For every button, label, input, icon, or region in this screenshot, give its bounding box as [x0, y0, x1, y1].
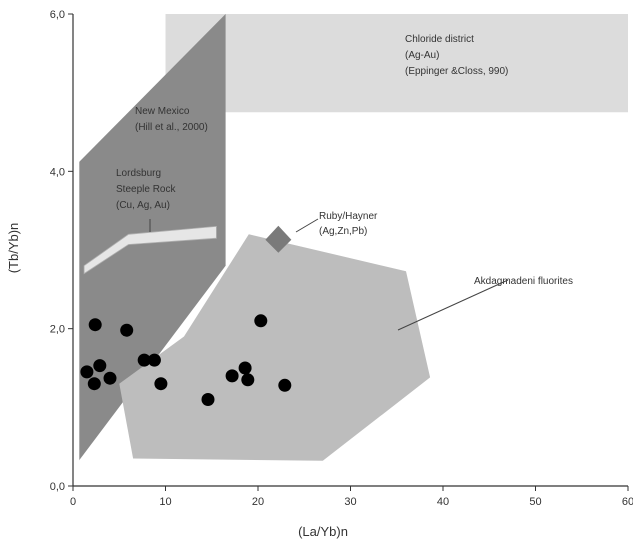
annotations-layer: Chloride district (Ag-Au) (Eppinger &Closs…	[116, 34, 573, 331]
label-ruby-hayner: (Ag,Zn,Pb)	[319, 226, 367, 237]
data-point	[238, 361, 252, 375]
label-akdagmadeni: Akdagmadeni fluorites	[474, 276, 573, 287]
data-point	[201, 393, 215, 406]
data-points-layer	[80, 314, 292, 406]
axis-gap-stripe	[75, 45, 80, 475]
fields-layer	[75, 14, 628, 475]
label-new-mexico: New Mexico	[135, 106, 190, 117]
ruby-hayner-leader	[295, 218, 319, 233]
data-point	[87, 377, 101, 391]
x-tick-label: 30	[344, 496, 356, 508]
x-tick-label: 60	[622, 496, 633, 508]
x-axis-label: (La/Yb)n	[298, 524, 348, 539]
data-point	[254, 314, 268, 328]
x-tick-label: 20	[252, 496, 264, 508]
x-tick-label: 40	[437, 496, 449, 508]
y-axis-label: (Tb/Yb)n	[6, 223, 21, 274]
data-point	[80, 365, 94, 379]
label-lordsburg: (Cu, Ag, Au)	[116, 200, 170, 211]
label-chloride: Chloride district	[405, 34, 474, 45]
x-tick-label: 10	[159, 496, 171, 508]
x-tick-label: 50	[529, 496, 541, 508]
akdagmadeni-leader	[397, 279, 509, 331]
data-point	[137, 353, 151, 367]
field-akdagmadeni	[119, 234, 431, 461]
data-point	[241, 373, 255, 387]
data-point	[147, 353, 161, 367]
y-tick-label: 2,0	[50, 324, 65, 336]
data-point	[225, 369, 239, 383]
label-new-mexico: (Hill et al., 2000)	[135, 122, 208, 133]
ruby-hayner-marker	[265, 225, 292, 253]
y-tick-label: 6,0	[50, 9, 65, 21]
data-point	[154, 377, 168, 391]
label-ruby-hayner: Ruby/Hayner	[319, 211, 378, 222]
data-point	[278, 378, 292, 392]
data-point	[93, 359, 107, 373]
data-point	[103, 371, 117, 385]
x-tick-label: 0	[70, 496, 76, 508]
label-chloride: (Eppinger &Closs, 990)	[405, 66, 508, 77]
label-chloride: (Ag-Au)	[405, 50, 439, 61]
x-ticks: 0 10 20 30 40 50 60	[70, 486, 633, 508]
field-lordsburg	[83, 225, 217, 275]
data-point	[120, 323, 134, 337]
label-lordsburg: Steeple Rock	[116, 184, 176, 195]
field-chloride	[165, 14, 628, 113]
y-tick-label: 4,0	[50, 166, 65, 178]
y-ticks: 0,0 2,0 4,0 6,0	[50, 9, 73, 493]
y-tick-label: 0,0	[50, 481, 65, 493]
data-point	[88, 318, 102, 332]
label-lordsburg: Lordsburg	[116, 168, 161, 179]
